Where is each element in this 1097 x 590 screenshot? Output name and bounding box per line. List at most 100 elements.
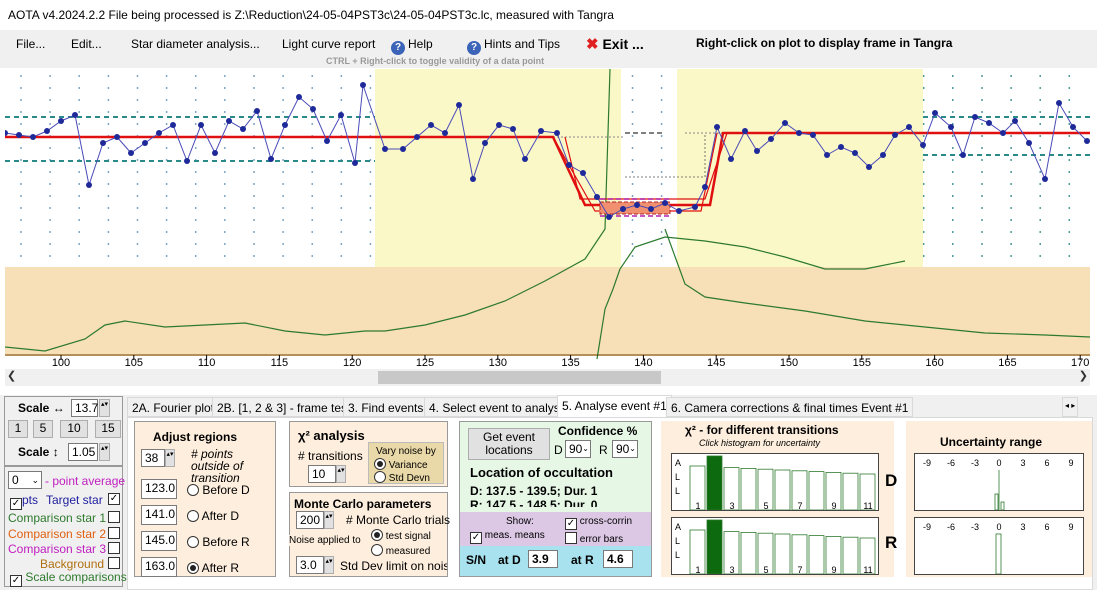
data-point[interactable]: [352, 160, 358, 166]
data-point[interactable]: [442, 130, 448, 136]
data-point[interactable]: [796, 130, 802, 136]
data-point[interactable]: [594, 194, 600, 200]
cross-corrin-checkbox[interactable]: ✓ cross-corrin: [565, 516, 632, 530]
get-event-locations-button[interactable]: Get event locations: [468, 428, 550, 460]
chi2-bar[interactable]: [808, 535, 825, 574]
menu-exit[interactable]: ✖ Exit ...: [586, 35, 644, 53]
pts-checkbox[interactable]: ✓ pts: [10, 493, 38, 510]
data-point[interactable]: [880, 152, 886, 158]
data-point[interactable]: [702, 184, 708, 190]
before-d-input[interactable]: 123.0: [141, 479, 177, 499]
data-point[interactable]: [932, 110, 938, 116]
data-point[interactable]: [496, 122, 502, 128]
chi2-bar[interactable]: [689, 465, 706, 510]
data-point[interactable]: [310, 106, 316, 112]
data-point[interactable]: [226, 118, 232, 124]
comp3-checkbox[interactable]: [108, 542, 120, 554]
scroll-thumb[interactable]: [378, 371, 661, 384]
tab-camera-corrections[interactable]: 6. Camera corrections & final times Even…: [666, 397, 914, 417]
data-point[interactable]: [254, 108, 260, 114]
before-r-radio[interactable]: Before R: [187, 535, 250, 549]
points-spinner[interactable]: ▴▾: [165, 449, 175, 467]
data-point[interactable]: [566, 162, 572, 168]
data-point[interactable]: [580, 170, 586, 176]
menu-hints[interactable]: ? Hints and Tips: [467, 37, 560, 55]
after-r-input[interactable]: 163.0: [141, 557, 177, 577]
data-point[interactable]: [692, 204, 698, 210]
chi2-bar[interactable]: [859, 473, 876, 510]
data-point[interactable]: [184, 158, 190, 164]
data-point[interactable]: [1026, 140, 1032, 146]
tab-scroll-icon[interactable]: ◂ ▸: [1062, 397, 1079, 417]
before-r-input[interactable]: 145.0: [141, 531, 177, 551]
tab-analyse-event[interactable]: 5. Analyse event #1: [557, 395, 672, 417]
data-point[interactable]: [86, 182, 92, 188]
data-point[interactable]: [240, 126, 246, 132]
chi2-bar[interactable]: [774, 469, 791, 510]
scale-v-input[interactable]: 1.05: [68, 443, 98, 461]
after-r-radio[interactable]: After R: [187, 561, 239, 575]
scale-v-spinner[interactable]: ▴▾: [99, 443, 110, 461]
chi2-bar[interactable]: [740, 467, 757, 510]
data-point[interactable]: [360, 82, 366, 88]
data-point[interactable]: [1070, 124, 1076, 130]
data-point[interactable]: [58, 118, 64, 124]
scale-button-5[interactable]: 5: [33, 420, 53, 438]
scroll-right-icon[interactable]: ❯: [1078, 370, 1088, 382]
data-point[interactable]: [768, 136, 774, 142]
data-point[interactable]: [482, 140, 488, 146]
chi2-bar[interactable]: [842, 472, 859, 510]
data-point[interactable]: [782, 120, 788, 126]
data-point[interactable]: [338, 112, 344, 118]
data-point[interactable]: [428, 122, 434, 128]
data-point[interactable]: [648, 206, 654, 212]
scroll-left-icon[interactable]: ❮: [7, 370, 17, 382]
test-signal-radio[interactable]: test signal: [371, 529, 431, 542]
data-points[interactable]: [5, 82, 1090, 220]
data-point[interactable]: [920, 142, 926, 148]
data-point[interactable]: [142, 140, 148, 146]
data-point[interactable]: [824, 152, 830, 158]
transitions-spinner[interactable]: ▴▾: [336, 465, 346, 483]
scale-button-10[interactable]: 10: [60, 420, 88, 438]
after-d-radio[interactable]: After D: [187, 509, 239, 523]
data-point[interactable]: [5, 130, 8, 136]
data-point[interactable]: [714, 124, 720, 130]
data-point[interactable]: [852, 150, 858, 156]
data-point[interactable]: [728, 156, 734, 162]
chi2-bar[interactable]: [791, 470, 808, 510]
comp1-checkbox[interactable]: [108, 511, 120, 523]
chi2-bar[interactable]: [791, 534, 808, 574]
data-point[interactable]: [1056, 100, 1062, 106]
meas-means-checkbox[interactable]: ✓ meas. means: [470, 530, 545, 544]
error-bars-checkbox[interactable]: error bars: [565, 532, 623, 545]
data-point[interactable]: [114, 134, 120, 140]
menu-star-diameter[interactable]: Star diameter analysis...: [131, 37, 260, 51]
data-point[interactable]: [296, 94, 302, 100]
menu-edit[interactable]: Edit...: [71, 37, 102, 51]
menu-help[interactable]: ? Help: [391, 37, 433, 55]
chi2-bar[interactable]: [842, 536, 859, 574]
data-point[interactable]: [948, 124, 954, 130]
chi2-bar[interactable]: [723, 531, 740, 574]
data-point[interactable]: [1012, 118, 1018, 124]
uncertainty-d-plot[interactable]: -9 -6 -3 0 3 6 9: [914, 453, 1084, 511]
variance-radio[interactable]: Variance: [374, 458, 428, 471]
data-point[interactable]: [1084, 138, 1090, 144]
data-point[interactable]: [538, 128, 544, 134]
monte-trials-input[interactable]: 200: [296, 511, 324, 529]
std-devn-radio[interactable]: Std Devn: [374, 471, 430, 484]
chi2-bar[interactable]: [808, 471, 825, 510]
data-point[interactable]: [414, 134, 420, 140]
comp2-checkbox[interactable]: [108, 527, 120, 539]
scale-h-input[interactable]: 13.7: [71, 399, 98, 417]
point-average-select[interactable]: 0 ⌄: [8, 471, 42, 489]
data-point[interactable]: [212, 150, 218, 156]
std-limit-spinner[interactable]: ▴▾: [324, 556, 334, 574]
data-point[interactable]: [198, 122, 204, 128]
transitions-input[interactable]: 10: [308, 465, 336, 483]
confidence-r-select[interactable]: 90 ⌄: [612, 440, 638, 458]
data-point[interactable]: [44, 128, 50, 134]
data-point[interactable]: [986, 120, 992, 126]
